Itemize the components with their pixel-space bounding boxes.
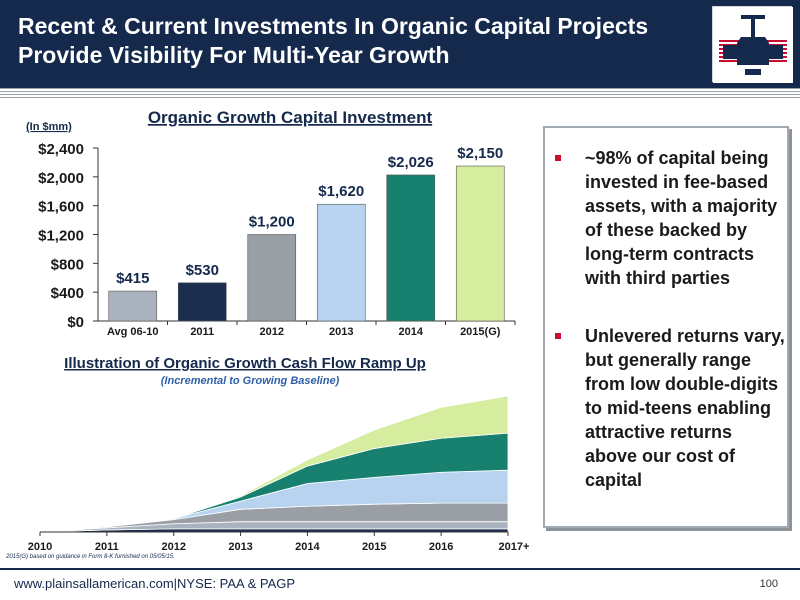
chart-unit-label: (In $mm) (26, 121, 72, 133)
x-tick-label: 2012 (260, 326, 284, 338)
header-stripes (0, 88, 800, 100)
footer-website[interactable]: www.plainsallamerican.com|NYSE: PAA & PA… (14, 576, 296, 591)
x-tick-label: 2014 (399, 326, 424, 338)
bar-chart-svg: (In $mm) Organic Growth Capital Investme… (26, 108, 516, 338)
x-tick-label: 2014 (295, 541, 320, 553)
x-tick-label: 2017+ (499, 541, 530, 553)
company-logo (712, 6, 793, 83)
data-label: $2,150 (457, 145, 503, 162)
area-chart-subtitle: (Incremental to Growing Baseline) (161, 375, 340, 387)
x-tick-label: 2015(G) (460, 326, 501, 338)
footnote: 2015(G) based on guidance in Form 8-K fu… (6, 554, 175, 560)
y-tick-label: $1,200 (38, 228, 84, 245)
bar (108, 290, 158, 322)
data-label: $1,200 (249, 214, 295, 231)
bullet-text: ~98% of capital being invested in fee-ba… (585, 148, 778, 288)
bar (455, 165, 505, 322)
key-points-box: ~98% of capital being invested in fee-ba… (543, 126, 789, 528)
valve-logo-icon (713, 7, 793, 83)
y-tick-label: $1,600 (38, 199, 84, 216)
y-tick-label: $2,000 (38, 170, 84, 187)
cash-flow-ramp-chart: Illustration of Organic Growth Cash Flow… (0, 350, 540, 570)
y-tick-label: $2,400 (38, 141, 84, 158)
x-tick-label: 2013 (228, 541, 252, 553)
area-chart-svg: Illustration of Organic Growth Cash Flow… (28, 355, 530, 553)
area-chart-title: Illustration of Organic Growth Cash Flow… (64, 355, 426, 372)
x-tick-label: 2011 (190, 326, 214, 338)
x-tick-label: 2010 (28, 541, 52, 553)
bar (247, 234, 297, 322)
header-banner: Recent & Current Investments In Organic … (0, 0, 800, 88)
x-tick-label: 2012 (161, 541, 185, 553)
y-tick-label: $800 (51, 256, 84, 273)
x-tick-label: 2015 (362, 541, 386, 553)
x-tick-label: 2013 (329, 326, 353, 338)
area-series (39, 395, 509, 533)
data-label: $1,620 (318, 183, 364, 200)
bar (316, 203, 366, 322)
bar-chart-title: Organic Growth Capital Investment (148, 108, 433, 127)
y-tick-label: $0 (67, 314, 84, 331)
bar (177, 282, 227, 322)
bar (386, 174, 436, 322)
bullet-marker-icon (555, 155, 561, 161)
page-number: 100 (759, 578, 778, 590)
slide-title: Recent & Current Investments In Organic … (18, 13, 649, 68)
y-tick-label: $400 (51, 285, 84, 302)
data-label: $2,026 (388, 154, 434, 171)
bullet-marker-icon (555, 333, 561, 339)
bullet-text: Unlevered returns vary, but generally ra… (585, 326, 785, 490)
x-tick-label: Avg 06-10 (107, 326, 159, 338)
x-tick-label: 2016 (429, 541, 453, 553)
organic-growth-capital-chart: (In $mm) Organic Growth Capital Investme… (0, 104, 535, 354)
data-label: $415 (116, 270, 149, 287)
x-tick-label: 2011 (95, 541, 119, 553)
footer-divider (0, 568, 800, 570)
data-label: $530 (186, 262, 219, 279)
